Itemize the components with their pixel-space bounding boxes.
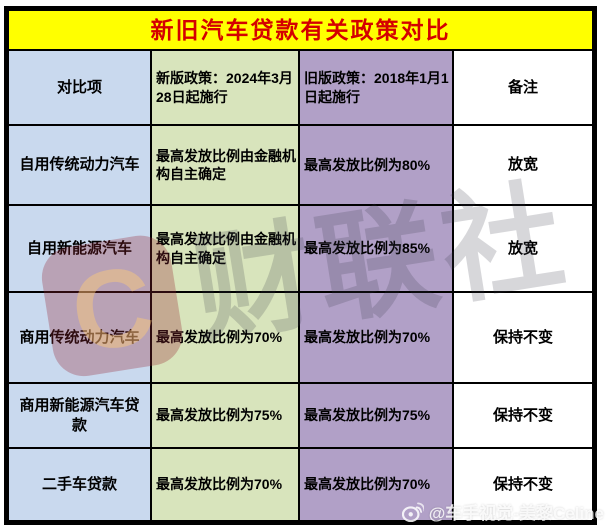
cell-r1-c3: 放宽 xyxy=(454,206,592,291)
cell-r2-c3: 保持不变 xyxy=(454,293,592,382)
cell-r3-c3: 保持不变 xyxy=(454,384,592,447)
cell-r0-c3-label: 放宽 xyxy=(507,156,538,174)
cell-r3-c2-label: 最高发放比例为75% xyxy=(304,407,431,424)
cell-r2-c3-label: 保持不变 xyxy=(492,328,553,346)
policy-table: 新旧汽车贷款有关政策对比 对比项 新版政策：2024年3月28日起施行 旧版政策：2… xyxy=(4,6,597,525)
header-cell-1: 新版政策：2024年3月28日起施行 xyxy=(152,51,298,124)
cell-r0-c0-label: 自用传统动力汽车 xyxy=(19,156,140,174)
cell-r3-c1: 最高发放比例为75% xyxy=(152,384,298,447)
header-cell-3: 备注 xyxy=(454,51,592,124)
policy-table-grid: 对比项 新版政策：2024年3月28日起施行 旧版政策：2018年1月1日起施行 备注… xyxy=(9,51,592,520)
cell-r0-c2: 最高发放比例为80% xyxy=(300,126,452,204)
cell-r3-c0-label: 商用新能源汽车贷款 xyxy=(19,397,140,434)
cell-r4-c2-label: 最高发放比例为70% xyxy=(304,476,431,493)
cell-r3-c1-label: 最高发放比例为75% xyxy=(156,407,283,424)
cell-r2-c2-label: 最高发放比例为70% xyxy=(304,329,431,346)
header-cell-0: 对比项 xyxy=(9,51,150,124)
cell-r4-c1-label: 最高发放比例为70% xyxy=(156,476,283,493)
cell-r2-c1-label: 最高发放比例为70% xyxy=(156,329,283,346)
cell-r1-c1-label: 最高发放比例由金融机构自主确定 xyxy=(156,231,296,266)
cell-r4-c3-label: 保持不变 xyxy=(492,475,553,493)
cell-r3-c2: 最高发放比例为75% xyxy=(300,384,452,447)
cell-r4-c0: 二手车贷款 xyxy=(9,449,150,520)
cell-r1-c1: 最高发放比例由金融机构自主确定 xyxy=(152,206,298,291)
table-title: 新旧汽车贷款有关政策对比 xyxy=(150,16,451,43)
header-cell-2: 旧版政策：2018年1月1日起施行 xyxy=(300,51,452,124)
cell-r0-c1-label: 最高发放比例由金融机构自主确定 xyxy=(156,147,296,182)
cell-r4-c2: 最高发放比例为70% xyxy=(300,449,452,520)
cell-r2-c0-label: 商用传统动力汽车 xyxy=(19,328,140,346)
cell-r3-c3-label: 保持不变 xyxy=(492,406,553,424)
header-cell-3-label: 备注 xyxy=(507,78,538,96)
header-cell-2-label: 旧版政策：2018年1月1日起施行 xyxy=(304,70,449,105)
cell-r1-c0: 自用新能源汽车 xyxy=(9,206,150,291)
cell-r2-c1: 最高发放比例为70% xyxy=(152,293,298,382)
header-cell-1-label: 新版政策：2024年3月28日起施行 xyxy=(156,70,293,105)
cell-r4-c3: 保持不变 xyxy=(454,449,592,520)
cell-r0-c0: 自用传统动力汽车 xyxy=(9,126,150,204)
cell-r3-c0: 商用新能源汽车贷款 xyxy=(9,384,150,447)
cell-r1-c0-label: 自用新能源汽车 xyxy=(26,239,132,257)
cell-r2-c0: 商用传统动力汽车 xyxy=(9,293,150,382)
cell-r1-c3-label: 放宽 xyxy=(507,239,538,257)
table-title-bar: 新旧汽车贷款有关政策对比 xyxy=(9,11,592,51)
cell-r0-c2-label: 最高发放比例为80% xyxy=(304,156,431,173)
cell-r0-c1: 最高发放比例由金融机构自主确定 xyxy=(152,126,298,204)
cell-r4-c1: 最高发放比例为70% xyxy=(152,449,298,520)
cell-r0-c3: 放宽 xyxy=(454,126,592,204)
header-cell-0-label: 对比项 xyxy=(56,78,102,96)
cell-r4-c0-label: 二手车贷款 xyxy=(41,475,117,493)
cell-r1-c2: 最高发放比例为85% xyxy=(300,206,452,291)
cell-r1-c2-label: 最高发放比例为85% xyxy=(304,240,431,257)
cell-r2-c2: 最高发放比例为70% xyxy=(300,293,452,382)
